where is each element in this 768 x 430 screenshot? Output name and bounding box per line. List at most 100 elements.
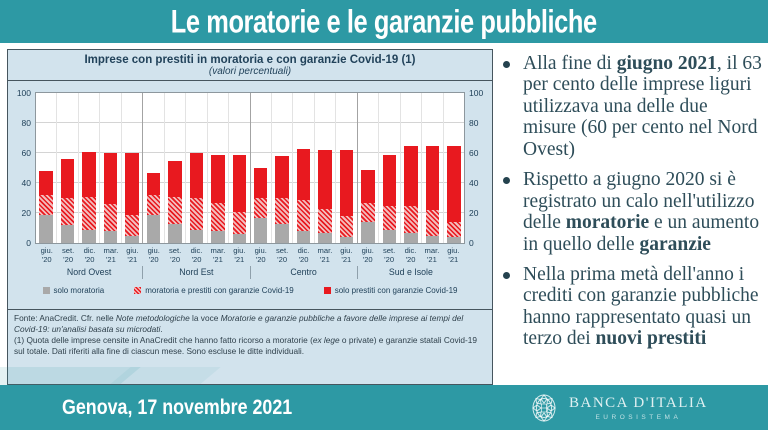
bar [39, 171, 53, 243]
legend-item: solo moratoria [42, 286, 104, 295]
bar [339, 150, 354, 243]
bar-segment [425, 145, 440, 210]
bar-segment [189, 153, 204, 198]
x-tick-label: giu. '21 [126, 246, 139, 265]
bank-text: BANCA D'ITALIA EUROSISTEMA [569, 395, 708, 421]
bar [189, 153, 204, 243]
bar [168, 160, 182, 243]
bar-segment [103, 153, 118, 204]
bar-segment [189, 198, 204, 230]
bank-emblem-icon [532, 393, 556, 422]
bar-group [249, 93, 357, 243]
text-segment: la voce [189, 313, 221, 324]
y-tick-label: 0 [26, 237, 31, 248]
chart-title: Imprese con prestiti in moratoria e con … [84, 54, 416, 66]
x-tick-label: giu. '21 [340, 246, 353, 265]
chart-panel: Imprese con prestiti in moratoria e con … [7, 49, 493, 385]
x-tick-label: dic. '20 [297, 246, 310, 265]
bar-segment [275, 156, 289, 198]
bar-slot [186, 93, 208, 243]
bar-slot [208, 93, 230, 243]
bar-segment [146, 195, 161, 215]
legend-item: solo prestiti con garanzie Covid-19 [323, 286, 458, 296]
bar-slot [336, 93, 356, 243]
y-tick-label: 100 [16, 87, 31, 98]
bank-logo: BANCA D'ITALIA EUROSISTEMA [528, 390, 708, 426]
y-tick-label: 40 [469, 177, 479, 188]
bar-segment [275, 198, 289, 224]
bar-segment [404, 232, 418, 243]
bar-segment [318, 208, 332, 233]
text-segment: Nella prima metà dell'anno i crediti con… [523, 263, 759, 350]
text-segment: Moratorie e garanzie pubbliche a favore … [14, 313, 464, 335]
y-tick-label: 0 [469, 237, 474, 248]
bar-segment [189, 229, 204, 243]
y-axis-right: 0 20 40 60 80 100 [465, 88, 489, 246]
bar-group [356, 93, 464, 243]
bar-segment [39, 195, 53, 215]
text-segment: garanzie [639, 233, 711, 255]
text-segment: moratorie [565, 212, 650, 234]
region-label: Nord Ovest [66, 267, 112, 278]
text-segment: o private) e garanzie statali Covid-19 s… [14, 335, 478, 357]
bar-slot [422, 93, 444, 243]
text-segment: Note metodologiche [115, 313, 190, 324]
bar-segment [82, 196, 96, 230]
bar-slot [165, 93, 187, 243]
footnote-line: Fonte: AnaCredit. Cfr. nelle Note metodo… [14, 313, 486, 335]
y-tick-label: 20 [21, 207, 31, 218]
bar [361, 169, 375, 243]
text-segment: Rispetto a giugno 2020 si è registrato u… [523, 169, 755, 234]
y-tick-label: 40 [21, 177, 31, 188]
bar [82, 151, 96, 243]
y-axis-left: 0 20 40 60 80 100 [11, 87, 35, 246]
legend-label: solo prestiti con garanzie Covid-19 [334, 286, 458, 296]
region-cells: Nord Ovest Nord Est Centro Sud e Isole [36, 266, 464, 280]
x-tick-label: mar. '21 [424, 246, 440, 265]
bullet-dot-icon [503, 177, 510, 185]
bar [60, 159, 75, 243]
bar-slot [379, 93, 401, 243]
text-segment: , il 63 per cento delle imprese liguri u… [523, 53, 762, 160]
y-tick-label: 20 [469, 207, 479, 218]
bar-segment [211, 202, 225, 231]
bar-segment [125, 153, 139, 215]
x-tick-label: set. '20 [275, 246, 289, 265]
bar-segment [447, 222, 461, 237]
text-segment: nuovi prestiti [595, 328, 707, 350]
bar-segment [39, 171, 53, 195]
bar [103, 153, 118, 243]
chart-legend: solo moratoria moratoria e prestiti con g… [8, 283, 492, 298]
bar-slot [36, 93, 58, 243]
x-tick-label: giu. '21 [447, 246, 460, 265]
chart-area: 0 20 40 60 80 100 0 20 40 60 80 100 [11, 87, 489, 246]
x-label-group: giu. '20 set. '20 dic. '20 mar. '21 giu. '21 [143, 246, 250, 264]
bullet-text: Alla fine di giugno 2021, il 63 per cent… [523, 53, 764, 160]
x-tick-label: set. '20 [382, 246, 396, 265]
footer-band: Genova, 17 novembre 2021 BA [0, 385, 768, 430]
region-label: Nord Est [142, 266, 249, 280]
bar-segment [232, 154, 247, 212]
slide-title: Le moratorie e le garanzie pubbliche [171, 2, 597, 40]
bullet-dot-icon [503, 271, 510, 279]
x-label-group: giu. '20 set. '20 dic. '20 mar. '21 giu. '21 [250, 246, 357, 264]
x-tick-label: giu. '20 [147, 246, 160, 265]
bar-segment [404, 205, 418, 233]
text-segment: Fonte: AnaCredit. Cfr. nelle [14, 313, 116, 324]
bar-segment [339, 150, 354, 216]
bar [382, 154, 397, 243]
bullet-text: Rispetto a giugno 2020 si è registrato u… [523, 169, 764, 255]
bar-slot [100, 93, 122, 243]
axis-spacer [11, 266, 36, 279]
bar-segment [103, 204, 118, 231]
chart-footnote: Fonte: AnaCredit. Cfr. nelle Note metodo… [8, 309, 492, 384]
bar-segment [253, 198, 268, 218]
bar-segment [125, 214, 139, 236]
footer-date: Genova, 17 novembre 2021 [62, 395, 293, 419]
bar-segment [39, 214, 53, 243]
bar-segment [296, 148, 311, 200]
x-tick-label: giu. '21 [233, 246, 246, 265]
bar-segment [382, 229, 397, 243]
text-segment: Alla fine di [523, 53, 617, 74]
bar-segment [253, 168, 268, 198]
